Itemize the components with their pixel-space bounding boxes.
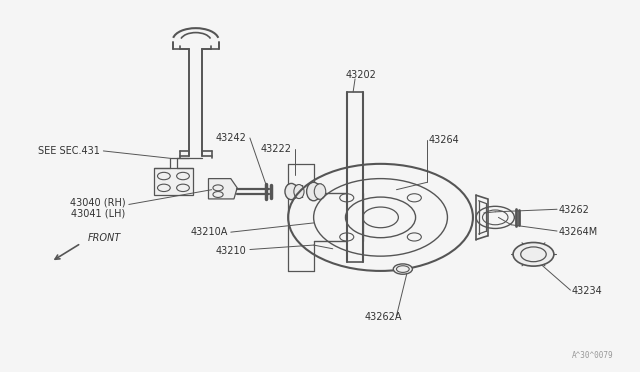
Text: 43210A: 43210A — [190, 227, 228, 237]
Text: 43262: 43262 — [559, 205, 590, 215]
Polygon shape — [154, 167, 193, 195]
Polygon shape — [209, 179, 237, 199]
Text: FRONT: FRONT — [88, 233, 121, 243]
Text: 43040 (RH): 43040 (RH) — [70, 198, 125, 208]
Ellipse shape — [285, 183, 298, 200]
Circle shape — [513, 243, 554, 266]
Text: 43041 (LH): 43041 (LH) — [72, 209, 125, 219]
Text: 43264: 43264 — [428, 135, 459, 145]
Ellipse shape — [394, 264, 412, 274]
Ellipse shape — [294, 185, 304, 199]
Text: 43202: 43202 — [346, 70, 377, 80]
Text: 43262A: 43262A — [365, 312, 403, 322]
Text: SEE SEC.431: SEE SEC.431 — [38, 146, 100, 156]
Ellipse shape — [314, 184, 326, 199]
Text: 43242: 43242 — [216, 133, 246, 143]
Text: 43234: 43234 — [572, 286, 602, 296]
Text: 43264M: 43264M — [559, 227, 598, 237]
Text: 43222: 43222 — [260, 144, 291, 154]
Ellipse shape — [307, 182, 321, 201]
Ellipse shape — [396, 266, 409, 272]
Text: A^30^0079: A^30^0079 — [572, 350, 613, 359]
Text: 43210: 43210 — [216, 246, 246, 256]
